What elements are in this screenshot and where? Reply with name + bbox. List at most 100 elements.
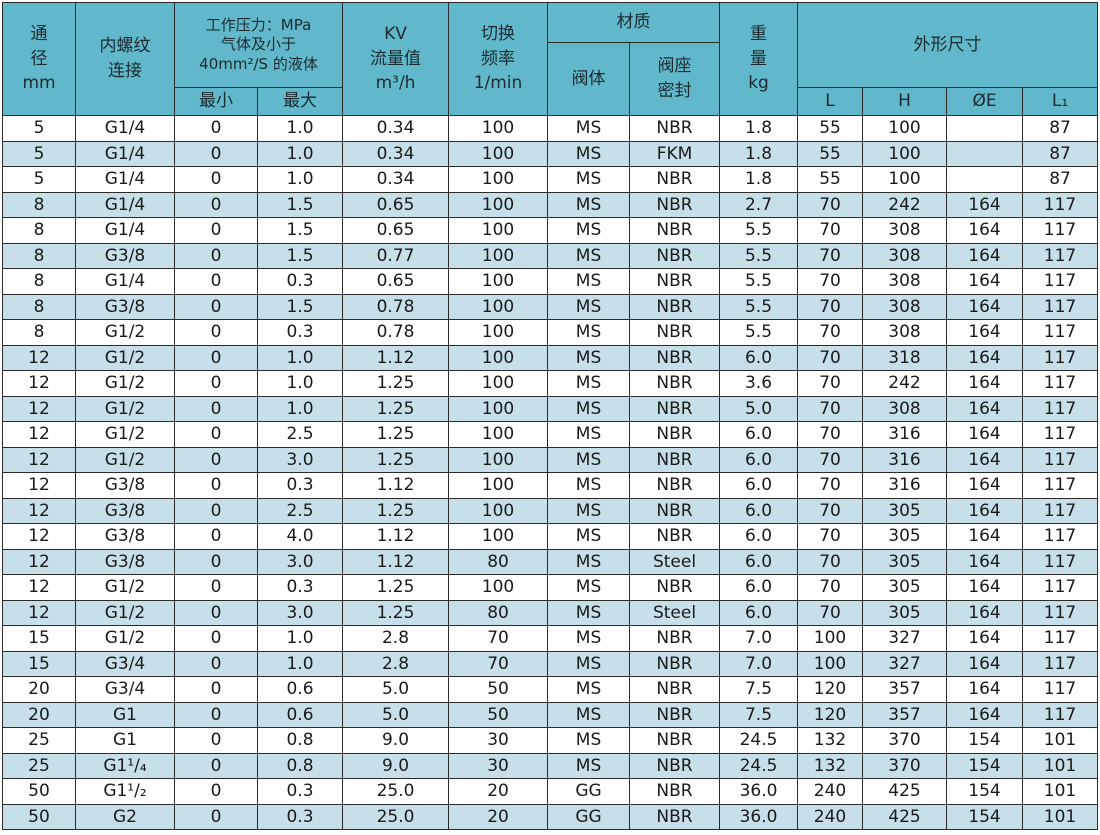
table-cell: 6.0 [719,548,799,575]
table-row: 50 G2 0 0.3 25.0 20 GG NBR 36.0 240 425 154 101 [2,803,1099,830]
table-cell: G1/2 [75,421,175,448]
table-cell: 100 [448,166,549,193]
header-text: 频率 [481,48,516,69]
table-cell: 370 [862,727,948,754]
table-cell: NBR [629,778,721,805]
table-cell: 8 [2,217,76,244]
table-cell: 100 [448,446,549,473]
table-cell: 1.5 [256,242,344,269]
table-cell: 100 [862,140,948,167]
table-cell: 117 [1022,344,1099,371]
table-cell: MS [547,293,631,320]
table-cell: 0.3 [256,574,344,601]
table-cell: 154 [946,778,1024,805]
table-cell: G1/2 [75,446,175,473]
table-cell: G1/4 [75,217,175,244]
table-cell: 1.8 [719,140,799,167]
table-cell: 70 [797,268,864,295]
table-cell: 15 [2,650,76,677]
table-cell: 1.5 [256,191,344,218]
table-row: 25 G1¹/₄ 0 0.8 9.0 30 MS NBR 24.5 132 370 154 101 [2,752,1099,779]
table-cell: 30 [448,727,549,754]
table-cell: 12 [2,446,76,473]
table-cell: MS [547,472,631,499]
table-cell: MS [547,676,631,703]
table-cell: 0.34 [342,115,450,142]
table-cell: 1.8 [719,166,799,193]
table-cell: 1.0 [256,650,344,677]
table-cell: 318 [862,344,948,371]
table-row: 12 G1/2 0 2.5 1.25 100 MS NBR 6.0 70 316 164 117 [2,421,1099,448]
table-cell: 327 [862,650,948,677]
table-cell: 117 [1022,599,1099,626]
table-cell: 2.7 [719,191,799,218]
table-cell: 164 [946,574,1024,601]
table-cell: 12 [2,548,76,575]
table-cell: NBR [629,293,721,320]
table-cell: 0 [174,778,258,805]
table-cell: 305 [862,574,948,601]
header-text: kg [748,73,769,94]
header-text: KV [384,24,407,45]
table-cell: 308 [862,293,948,320]
table-cell: 100 [448,115,549,142]
table-cell: MS [547,242,631,269]
table-cell: 100 [797,650,864,677]
header-cell: L₁ [1022,87,1099,116]
table-cell: 12 [2,472,76,499]
table-cell: 101 [1022,803,1099,830]
table-cell: 117 [1022,650,1099,677]
table-cell: 0 [174,344,258,371]
table-cell: 0 [174,166,258,193]
table-cell: 327 [862,625,948,652]
table-cell: 308 [862,395,948,422]
table-cell: Steel [629,599,721,626]
table-cell: 117 [1022,625,1099,652]
header-cell: 重量 kg [719,2,799,116]
header-text: 切换 [481,24,516,45]
table-cell: G3/8 [75,293,175,320]
table-cell: 1.0 [256,140,344,167]
header-cell: 阀座 密封 [629,42,721,116]
header-text: m³/h [375,73,416,94]
table-cell: 0 [174,574,258,601]
table-cell: MS [547,268,631,295]
table-cell: 80 [448,548,549,575]
table-cell: 100 [448,293,549,320]
table-cell: NBR [629,472,721,499]
table-cell: 15 [2,625,76,652]
table-cell: 154 [946,727,1024,754]
table-cell: 357 [862,676,948,703]
table-cell: 308 [862,242,948,269]
table-cell: 24.5 [719,727,799,754]
table-cell: 6.0 [719,472,799,499]
table-cell: MS [547,191,631,218]
table-cell: 117 [1022,421,1099,448]
table-cell: MS [547,319,631,346]
header-cell: 外形尺寸 [797,2,1099,88]
table-cell: 164 [946,395,1024,422]
table-cell: 101 [1022,778,1099,805]
table-cell: 25 [2,752,76,779]
table-cell: NBR [629,574,721,601]
table-cell: 1.0 [256,370,344,397]
table-cell: MS [547,548,631,575]
table-cell: 117 [1022,242,1099,269]
header-cell: 工作压力：MPa 气体及小于 40mm²/S 的液体 [173,2,344,88]
table-cell: G3/8 [75,497,175,524]
table-cell: 1.12 [342,472,450,499]
table-cell: 87 [1022,115,1099,142]
table-cell: NBR [629,676,721,703]
table-cell: 8 [2,319,76,346]
table-cell: NBR [629,523,721,550]
table-cell: G3/4 [75,676,175,703]
table-cell: GG [547,778,631,805]
table-cell: 164 [946,548,1024,575]
table-cell: 3.0 [256,446,344,473]
table-cell: 2.5 [256,421,344,448]
table-cell: 70 [797,574,864,601]
table-cell: 240 [797,803,864,830]
table-cell: 6.0 [719,523,799,550]
table-cell: 164 [946,472,1024,499]
